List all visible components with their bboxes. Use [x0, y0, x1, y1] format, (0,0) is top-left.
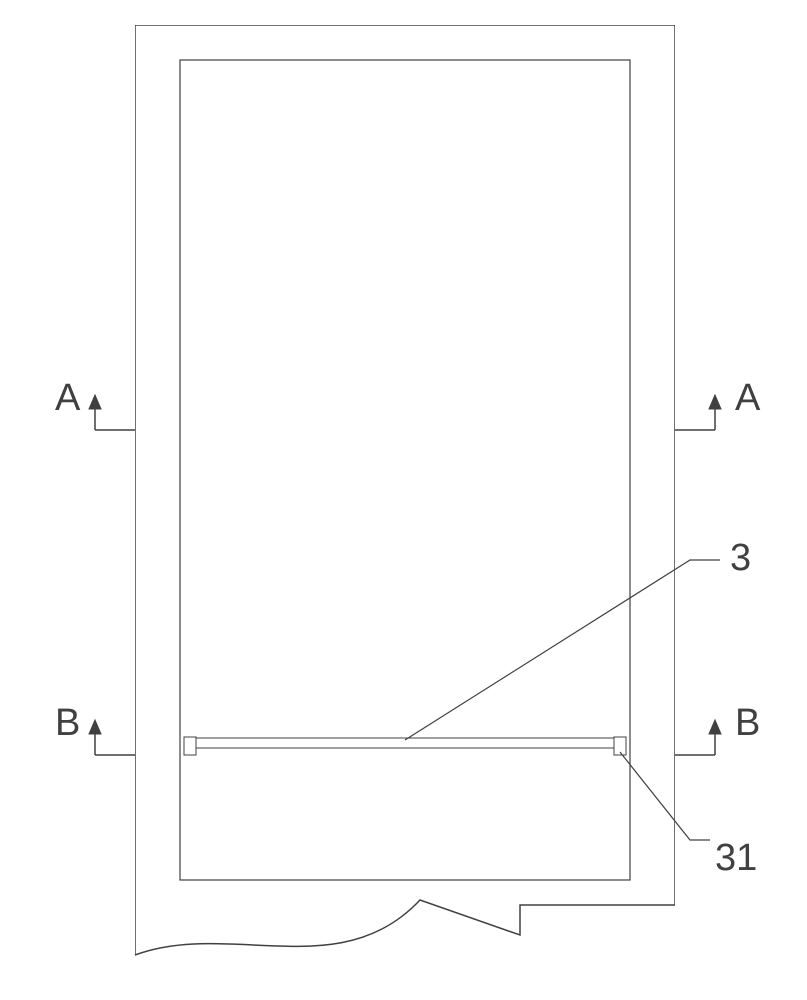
outer-frame-group	[135, 25, 675, 990]
section-label-b-left: B	[55, 702, 80, 744]
section-label-a-left: A	[55, 377, 81, 419]
section-arrow-a-left	[89, 395, 101, 409]
inner-frame	[180, 60, 630, 880]
callout-leader-31	[620, 752, 710, 840]
section-arrow-a-right	[709, 395, 721, 409]
section-label-a-right: A	[735, 377, 761, 419]
callout-label-3: 3	[730, 537, 751, 579]
section-label-b-right: B	[735, 702, 760, 744]
callout-label-31: 31	[715, 837, 757, 879]
outer-frame	[135, 25, 675, 990]
callout-leader-3	[405, 560, 720, 740]
section-arrow-b-right	[709, 720, 721, 734]
section-arrow-b-left	[89, 720, 101, 734]
divider-end-left	[184, 737, 196, 755]
torn-edge	[135, 900, 675, 955]
